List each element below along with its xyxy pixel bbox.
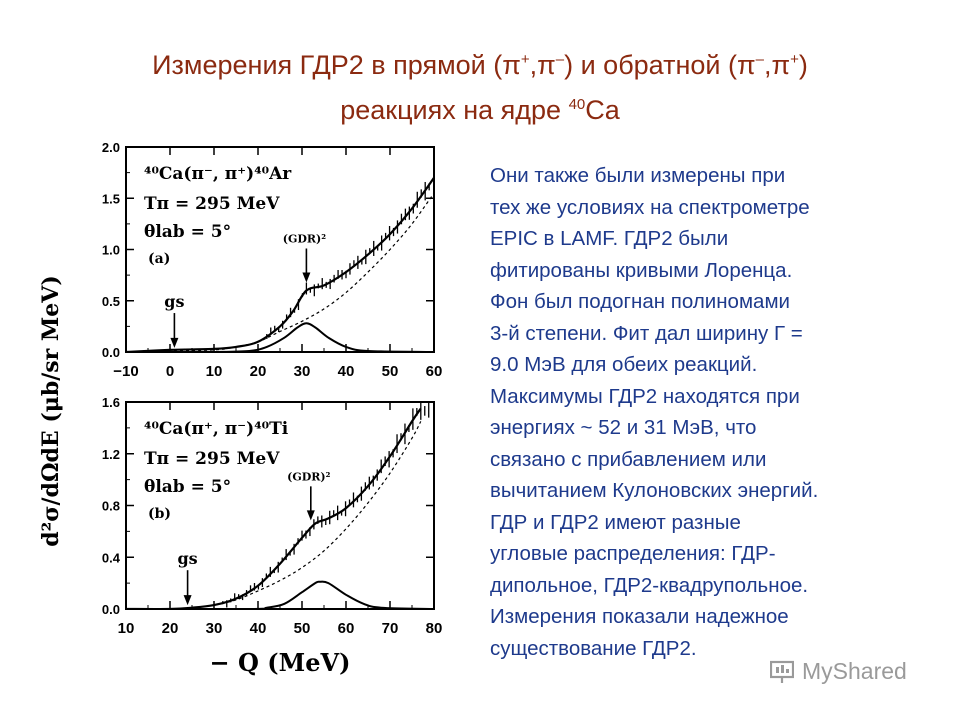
- watermark: MyShared: [770, 658, 907, 685]
- figure-gdr2-spectra: d²σ/dΩdE (μb/sr MeV) −10 0 10 20 30 40 50 60 0.0 0…: [30, 135, 455, 688]
- gs-arrow-head: [183, 595, 192, 606]
- x-tick-label: 20: [250, 363, 267, 380]
- title-text: реакциях на ядре: [340, 95, 569, 125]
- x-tick-label: 40: [338, 363, 355, 380]
- title-sup: +: [520, 51, 530, 68]
- gdr2-label: (GDR)²: [283, 233, 326, 246]
- x-tick-label: 60: [426, 363, 443, 380]
- title-sup: –: [555, 51, 565, 68]
- title-line-1: Измерения ГДР2 в прямой (π+,π–) и обратн…: [40, 40, 920, 85]
- y-tick-label: 1.0: [102, 243, 120, 258]
- panel-label: (b): [148, 506, 171, 522]
- energy-label: Tπ = 295 MeV: [144, 449, 280, 469]
- title-line-2: реакциях на ядре 40Ca: [40, 85, 920, 130]
- x-tick-label: 50: [294, 620, 311, 637]
- x-tick-label: 30: [206, 620, 223, 637]
- y-tick-label: 1.6: [102, 395, 120, 410]
- background-curve: [126, 421, 422, 609]
- x-tick-label: 60: [338, 620, 355, 637]
- x-tick-label: 20: [162, 620, 179, 637]
- title-text: Ca: [585, 95, 620, 125]
- x-tick-label: 40: [250, 620, 267, 637]
- title-text: ) и обратной (π: [564, 50, 756, 80]
- body-line: тех же условиях на спектрометре: [490, 195, 810, 219]
- gdr2-arrow-head: [306, 510, 315, 521]
- y-tick-label: 0.8: [102, 499, 120, 514]
- presentation-icon: [770, 660, 794, 683]
- y-tick-label: 0.5: [102, 294, 120, 309]
- y-tick-label: 0.4: [102, 550, 121, 565]
- energy-label: Tπ = 295 MeV: [144, 194, 280, 214]
- title-text: Измерения ГДР2 в прямой (π: [152, 50, 521, 80]
- reaction-label: ⁴⁰Ca(π⁻, π⁺)⁴⁰Ar: [144, 164, 292, 184]
- title-text: ,π: [763, 50, 791, 80]
- reaction-label: ⁴⁰Ca(π⁺, π⁻)⁴⁰Ti: [144, 419, 289, 439]
- body-line: Фон был подогнан полиномами: [490, 290, 790, 313]
- title-sup: –: [755, 51, 764, 68]
- background-curve: [126, 192, 434, 352]
- watermark-text: MyShared: [802, 658, 907, 684]
- gdr2-arrow-head: [302, 272, 311, 283]
- x-tick-label: 30: [294, 363, 311, 380]
- panel-label: (a): [148, 251, 170, 267]
- x-tick-label: 10: [206, 363, 223, 380]
- body-line: существование ГДР2.: [490, 636, 697, 660]
- body-line: Они также были измерены при: [490, 164, 786, 187]
- body-line: 3-й степени. Фит дал ширину Г =: [490, 321, 803, 345]
- y-tick-label: 2.0: [102, 140, 120, 155]
- y-axis-label: d²σ/dΩdE (μb/sr MeV): [38, 275, 64, 546]
- chart-svg: d²σ/dΩdE (μb/sr MeV) −10 0 10 20 30 40 50 60 0.0 0…: [38, 140, 443, 677]
- body-line: связано с прибавлением или: [490, 447, 767, 471]
- body-line: фитированы кривыми Лоренца.: [490, 258, 793, 282]
- x-tick-label: 0: [166, 363, 174, 380]
- angle-label: θlab = 5°: [144, 477, 231, 497]
- body-line: энергиях ~ 52 и 31 МэВ, что: [490, 416, 757, 439]
- slide-title: Измерения ГДР2 в прямой (π+,π–) и обратн…: [40, 40, 920, 130]
- slide-body-text: Они также были измерены при тех же услови…: [490, 160, 930, 664]
- body-line: EPIC в LAMF. ГДР2 были: [490, 227, 729, 250]
- angle-label: θlab = 5°: [144, 222, 231, 242]
- gdr2-lorentz-curve: [126, 580, 434, 609]
- fit-total-curve: [126, 177, 434, 352]
- body-line: Измерения показали надежное: [490, 605, 789, 628]
- gs-label: gs: [164, 292, 184, 311]
- title-sup: 40: [568, 96, 586, 113]
- x-tick-label: 50: [382, 363, 399, 380]
- body-line: угловые распределения: ГДР-: [490, 542, 776, 565]
- body-line: Максимумы ГДР2 находятся при: [490, 384, 800, 408]
- title-text: ,π: [529, 50, 556, 80]
- x-axis-label: − Q (MeV): [210, 648, 351, 677]
- y-tick-label: 1.5: [102, 191, 120, 206]
- body-line: 9.0 МэВ для обеих реакций.: [490, 353, 758, 376]
- x-tick-label: 80: [426, 620, 443, 637]
- body-line: ГДР и ГДР2 имеют разные: [490, 510, 741, 534]
- y-tick-label: 1.2: [102, 447, 120, 462]
- title-text: ): [798, 50, 808, 80]
- x-tick-label: 70: [382, 620, 399, 637]
- gdr2-lorentz-curve: [126, 322, 434, 352]
- body-line: дипольное, ГДР2-квадрупольное.: [490, 573, 809, 597]
- gs-label: gs: [177, 549, 197, 568]
- body-line: вычитанием Кулоновских энергий.: [490, 479, 819, 502]
- gdr2-label: (GDR)²: [287, 470, 330, 483]
- title-sup: +: [790, 51, 799, 68]
- y-tick-label: 0.0: [102, 345, 120, 360]
- x-tick-label: −10: [113, 363, 138, 380]
- gs-arrow-head: [170, 337, 179, 348]
- y-tick-label: 0.0: [102, 602, 120, 617]
- x-tick-label: 10: [118, 620, 135, 637]
